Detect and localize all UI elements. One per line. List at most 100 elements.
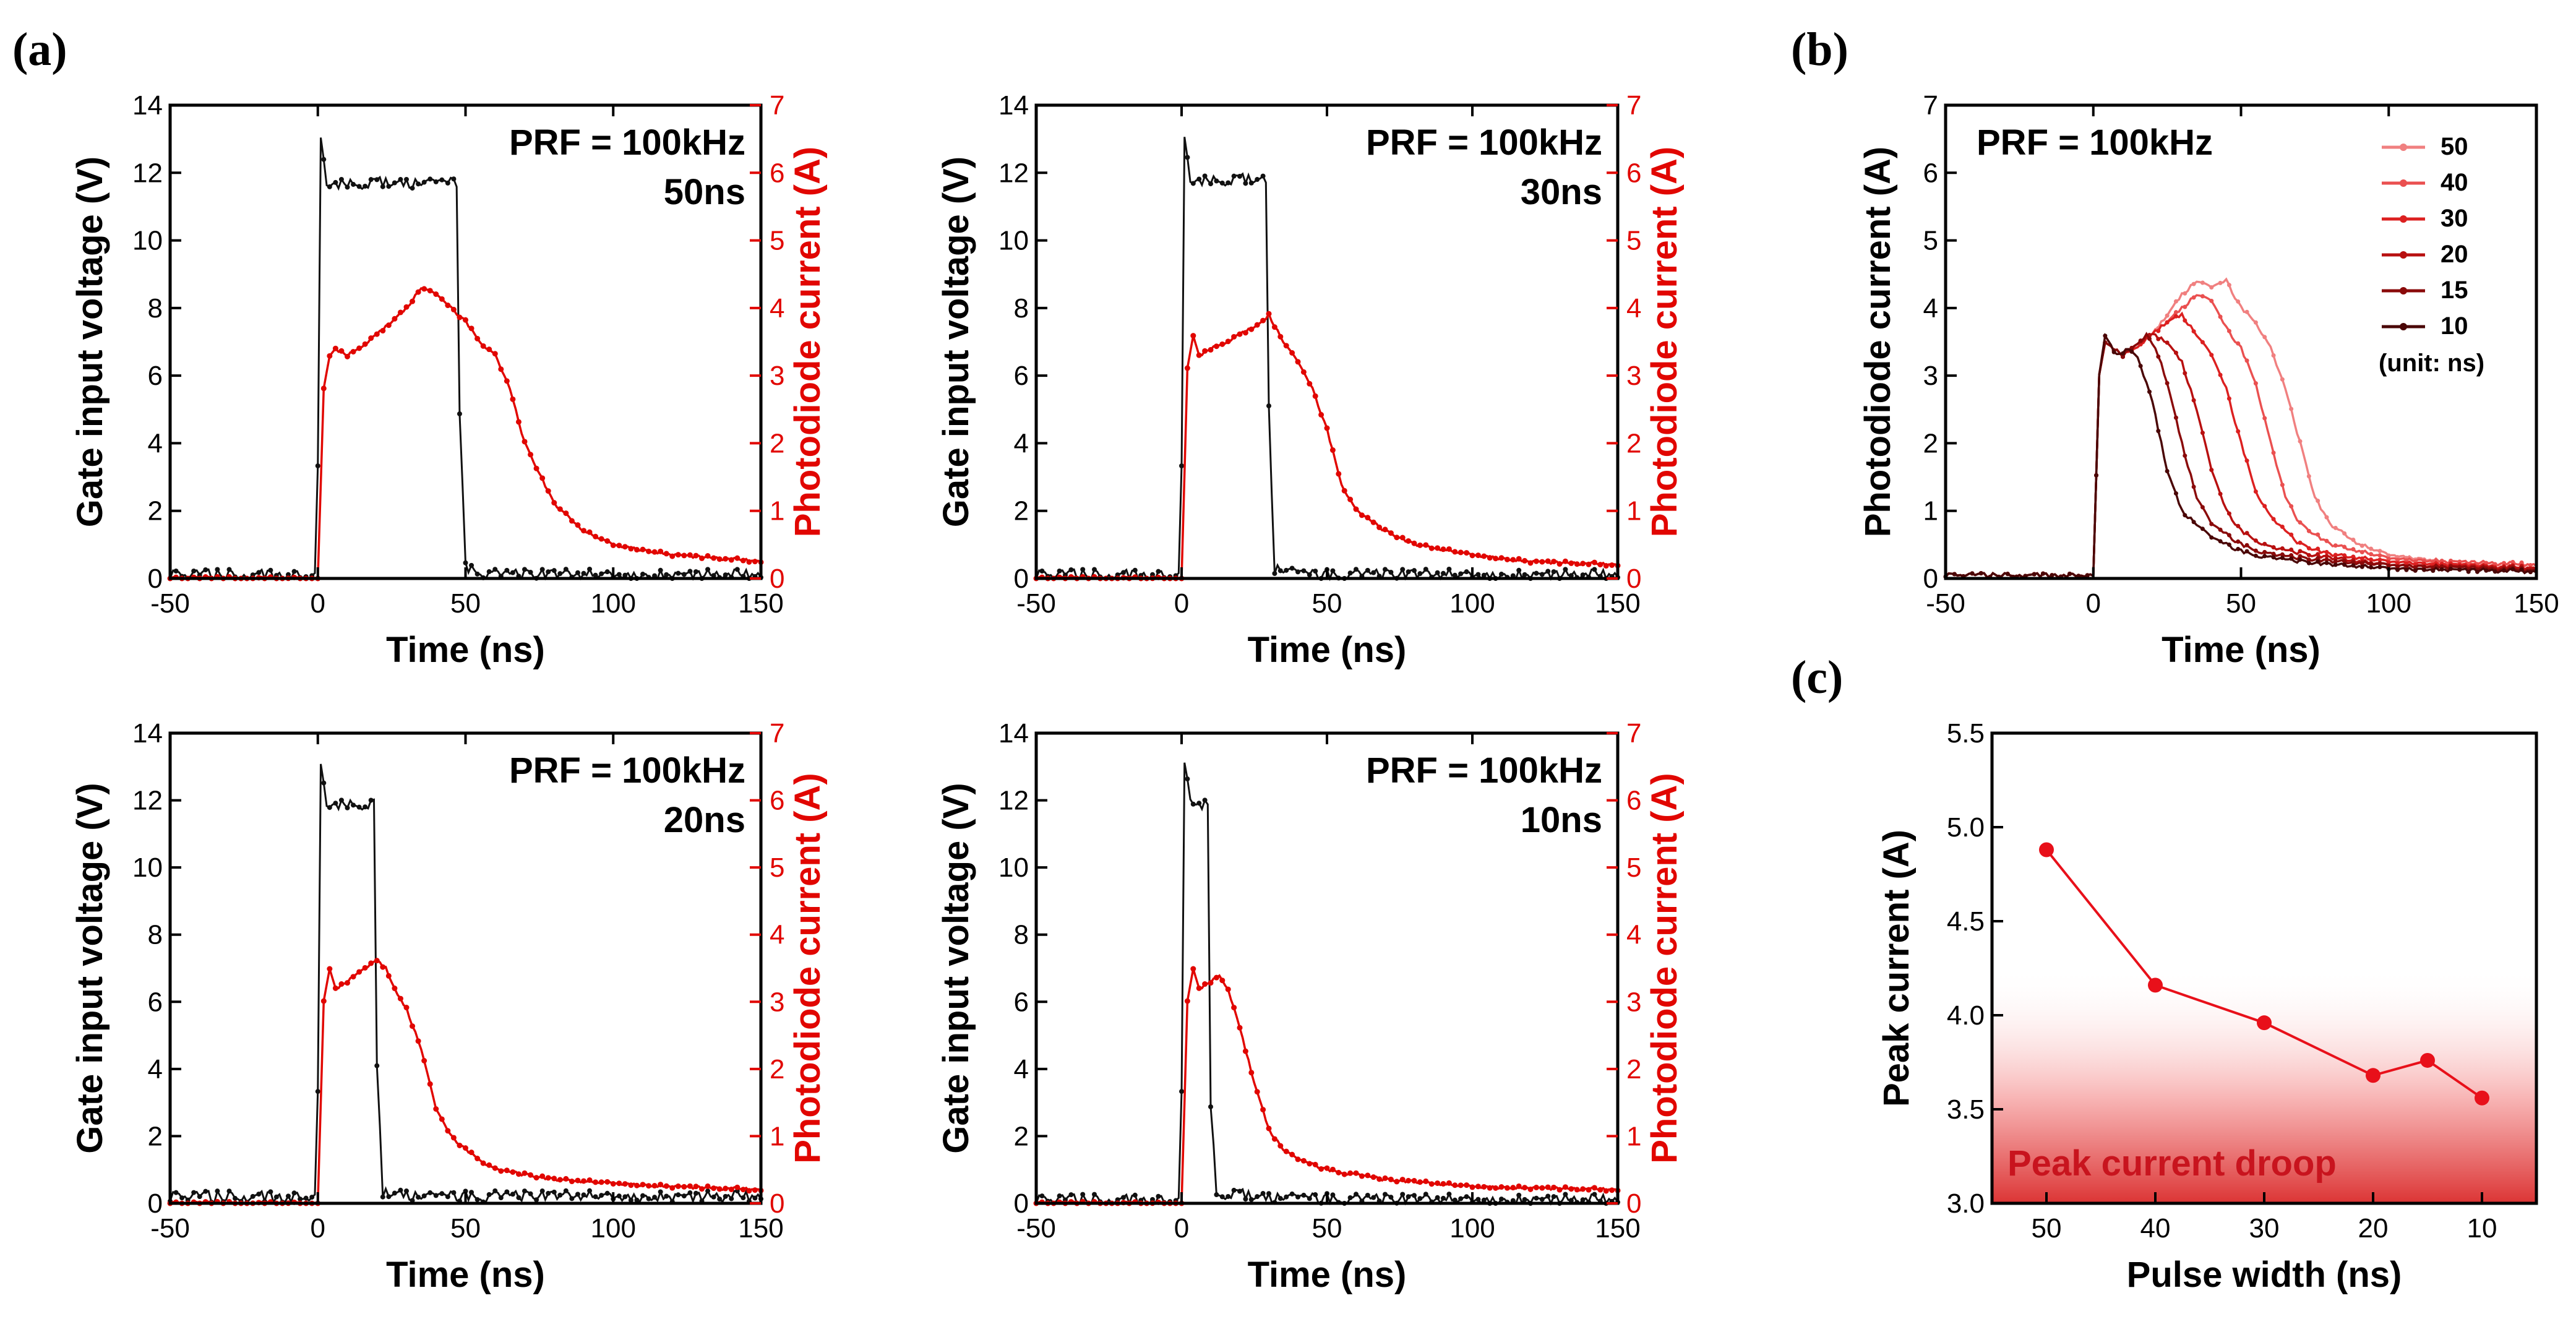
c-y-tick-label: 5.5 (1947, 718, 1985, 749)
b-series-point-10 (2342, 562, 2347, 567)
a3-photodiode-point (687, 1183, 693, 1189)
a2-photodiode-point (1184, 365, 1190, 371)
b-series-point-10 (2262, 554, 2267, 559)
a2-photodiode-point (1411, 540, 1417, 546)
a4-photodiode-point (1289, 1151, 1295, 1158)
a3-photodiode-point (468, 1149, 474, 1156)
a2-gate-voltage-point (1534, 570, 1539, 576)
b-series-point-40 (2262, 416, 2267, 421)
a2-gate-voltage-point (1301, 568, 1307, 574)
a2-photodiode-point (1231, 333, 1237, 340)
a3-gate-voltage-point (711, 1194, 716, 1200)
b-y-tick-label: 4 (1923, 293, 1938, 324)
a2-photodiode-point (1440, 546, 1446, 552)
a1-photodiode-point (385, 322, 392, 329)
b-series-point-50 (2359, 543, 2364, 548)
a2-gate-voltage-point (1190, 181, 1196, 186)
a3-gate-voltage-point (356, 804, 362, 810)
b-series-point-15 (2333, 559, 2338, 564)
a3-gate-voltage-point (575, 1192, 580, 1197)
a3-y2-tick-label: 7 (770, 718, 784, 749)
a3-photodiode-point (598, 1179, 604, 1185)
a1-photodiode-point (563, 510, 569, 517)
b-series-point-15 (2191, 484, 2196, 489)
c-x-tick-label: 40 (2140, 1213, 2171, 1244)
b-series-point-30 (2173, 314, 2178, 319)
a2-gate-voltage-point (1365, 567, 1370, 573)
a4-gate-voltage-point (1248, 1197, 1254, 1202)
a4-photodiode-point (1469, 1184, 1475, 1190)
a2-gate-voltage-point (1417, 571, 1423, 577)
b-series-point-10 (1970, 571, 1975, 576)
a3-photodiode-point (669, 1185, 676, 1191)
a1-photodiode-point (380, 328, 386, 334)
a1-gate-voltage-point (321, 157, 327, 162)
c-y-tick-label: 5.0 (1947, 812, 1985, 843)
a3-gate-voltage-point (445, 1194, 450, 1200)
a2-photodiode-point (1498, 555, 1505, 561)
a1-y2-tick-label: 0 (770, 564, 784, 594)
a4-photodiode-point (1295, 1156, 1301, 1162)
b-series-point-50 (2183, 291, 2187, 296)
a2-photodiode-point (1399, 535, 1406, 541)
a1-gate-voltage-point (457, 411, 462, 416)
b-series-point-15 (2342, 559, 2347, 564)
a2-gate-voltage-point (1289, 565, 1295, 571)
b-x-tick-label: -50 (1926, 588, 1965, 619)
a1-gate-voltage-point (421, 179, 427, 185)
a4-gate-voltage-point (1539, 1197, 1545, 1202)
b-series-point-10 (2306, 561, 2311, 565)
b-series-point-10 (2111, 350, 2116, 354)
b-series-point-15 (2316, 556, 2321, 561)
a3-gate-voltage-point (604, 1190, 610, 1196)
a2-x-axis-label: Time (ns) (1248, 630, 1407, 670)
a1-gate-voltage-point (404, 176, 409, 182)
a1-gate-voltage-point (268, 567, 273, 573)
a1-photodiode-point (752, 559, 758, 565)
c-peak-point-40 (2148, 978, 2163, 993)
a4-y2-tick-label: 2 (1626, 1054, 1641, 1085)
a4-x-tick-label: -50 (1016, 1213, 1056, 1244)
a2-gate-voltage-point (1080, 567, 1086, 572)
b-series-point-30 (2244, 458, 2249, 463)
a4-gate-voltage-point (1255, 1194, 1260, 1200)
b-series-point-50 (2226, 283, 2231, 288)
a3-photodiode-point (450, 1135, 457, 1141)
a4-photodiode-point (1603, 1188, 1609, 1194)
a3-gate-voltage-point (374, 1063, 380, 1068)
a4-photodiode-point (1406, 1177, 1412, 1184)
a3-photodiode-point (528, 1172, 534, 1178)
a2-photodiode-point (1370, 519, 1376, 525)
a4-photodiode-point (1254, 1089, 1260, 1095)
a3-photodiode-point (374, 958, 380, 964)
b-series-point-40 (2333, 543, 2338, 548)
b-series-point-20 (2218, 491, 2223, 496)
b-series-point-15 (2129, 346, 2134, 351)
b-series-point-15 (2324, 557, 2329, 562)
a3-gate-voltage-point (404, 1188, 409, 1194)
a3-x-tick-label: 0 (311, 1213, 325, 1244)
a4-gate-voltage-point (1347, 1195, 1353, 1200)
a4-gate-voltage-point (1266, 1191, 1271, 1197)
a4-gate-voltage-point (1446, 1192, 1452, 1197)
a2-gate-voltage-point (1499, 572, 1504, 577)
a2-photodiode-point (1516, 556, 1522, 562)
a1-photodiode-point (397, 309, 403, 316)
a2-x-tick-label: 150 (1595, 588, 1640, 619)
a2-gate-voltage-point (1383, 567, 1388, 572)
a4-photodiode-point (1586, 1187, 1592, 1193)
b-series-point-40 (2200, 294, 2205, 299)
a3-photodiode-point (515, 1171, 522, 1177)
a1-gate-voltage-point (604, 569, 610, 575)
b-series-point-30 (2236, 429, 2241, 434)
a2-photodiode-point (1458, 549, 1464, 556)
b-series-point-50 (2306, 474, 2311, 479)
a3-photodiode-point (610, 1180, 616, 1187)
a3-y-tick-label: 8 (148, 920, 163, 950)
a1-y2-tick-label: 3 (770, 361, 784, 391)
a4-y2-tick-label: 3 (1626, 987, 1641, 1017)
b-series-point-30 (2165, 320, 2170, 325)
b-series-point-15 (2138, 338, 2143, 343)
a1-gate-voltage-point (416, 181, 421, 187)
